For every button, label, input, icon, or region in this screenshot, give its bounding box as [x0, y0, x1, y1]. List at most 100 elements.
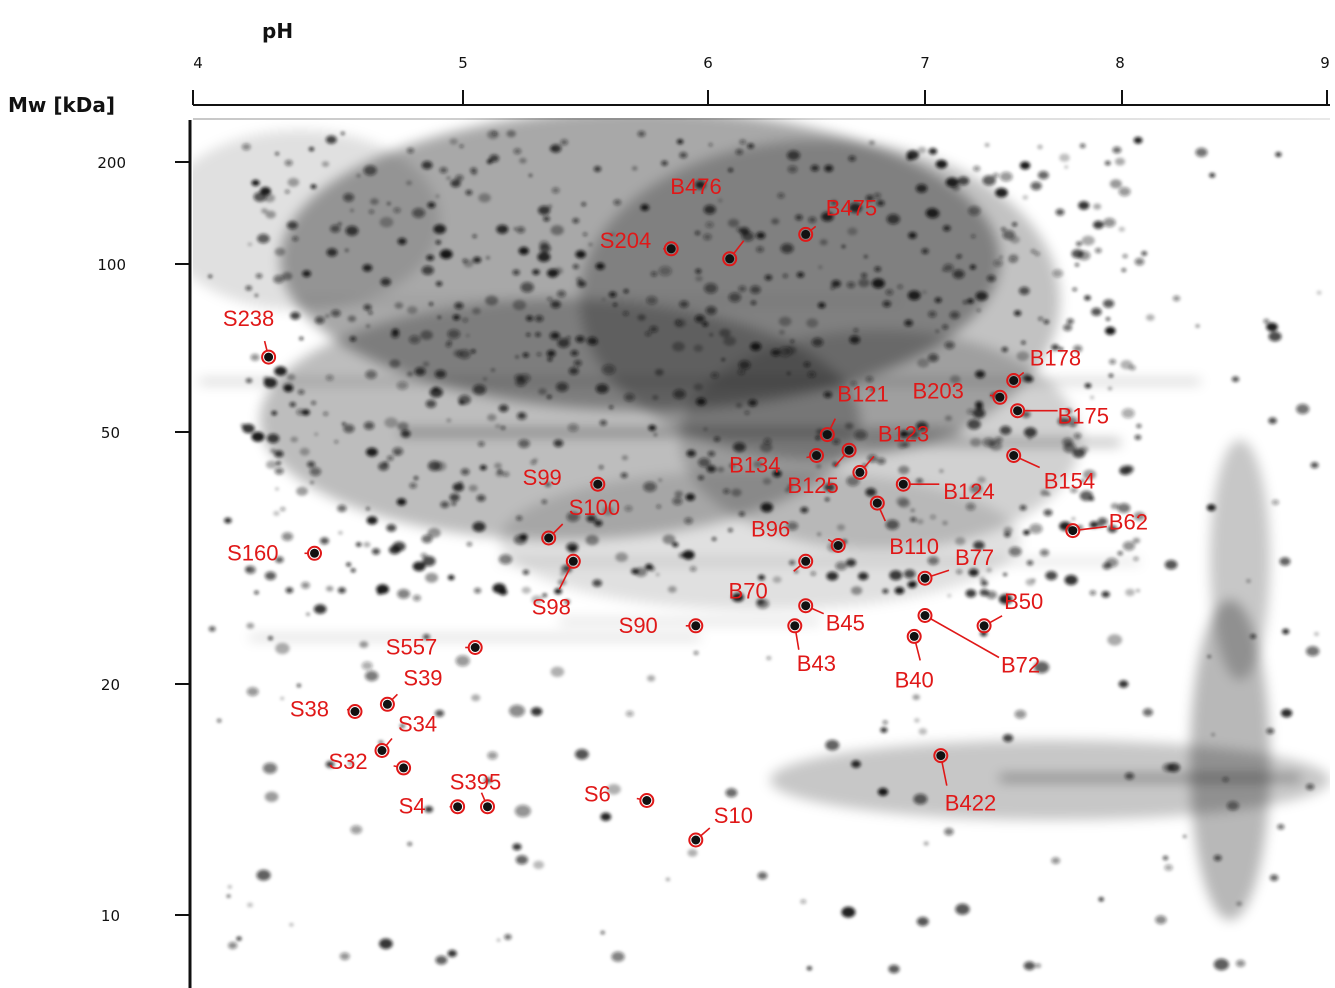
gel-spot	[917, 358, 930, 368]
spot-marker-circle[interactable]	[1006, 373, 1022, 388]
gel-spot	[397, 589, 410, 599]
gel-spot	[425, 399, 437, 408]
spot-marker-circle[interactable]	[480, 799, 495, 815]
gel-spot	[526, 333, 531, 337]
gel-spot	[873, 192, 881, 199]
gel-spot	[989, 440, 1003, 451]
gel-spot	[570, 350, 579, 357]
gel-spot	[472, 307, 481, 315]
spot-marker-circle[interactable]	[852, 464, 868, 480]
gel-spot	[281, 532, 293, 541]
gel-spot	[992, 172, 999, 178]
gel-spot	[1106, 317, 1110, 321]
spot-marker-circle[interactable]	[895, 476, 911, 492]
gel-spot	[600, 812, 612, 821]
gel-spot	[645, 331, 652, 337]
gel-spot	[227, 885, 232, 889]
gel-spot	[672, 497, 683, 506]
y-tick-label: 10	[101, 907, 120, 925]
gel-spot	[930, 514, 936, 520]
protein-spot	[979, 621, 989, 631]
spot-marker-circle[interactable]	[992, 389, 1008, 405]
spot-marker-circle[interactable]	[1006, 448, 1022, 463]
gel-spot	[735, 403, 743, 408]
gel-spot	[476, 494, 486, 502]
gel-spot	[851, 586, 863, 595]
spot-marker-circle[interactable]	[869, 495, 885, 511]
gel-spot	[889, 570, 903, 581]
spot-marker-circle[interactable]	[688, 618, 704, 634]
spot-marker-circle[interactable]	[261, 349, 277, 365]
spot-marker-circle[interactable]	[933, 748, 949, 764]
gel-spot	[851, 760, 861, 768]
gel-spot	[698, 457, 711, 468]
gel-spot	[1059, 521, 1072, 531]
gel-spot	[265, 210, 276, 219]
spot-marker-circle[interactable]	[663, 241, 679, 257]
gel-spot	[264, 791, 279, 802]
spot-marker-circle[interactable]	[722, 251, 738, 267]
spot-marker-circle[interactable]	[639, 793, 655, 808]
gel-spot	[281, 272, 293, 281]
spot-marker-circle[interactable]	[917, 570, 933, 586]
gel-spot	[609, 405, 614, 409]
spot-marker-circle[interactable]	[450, 799, 466, 815]
spot-marker-circle[interactable]	[467, 640, 483, 655]
spot-marker-circle[interactable]	[809, 448, 824, 463]
gel-spot	[307, 461, 316, 468]
spot-marker-circle[interactable]	[906, 628, 922, 644]
gel-spot	[290, 311, 301, 320]
spot-marker-circle[interactable]	[787, 618, 803, 634]
gel-spot	[366, 447, 378, 457]
protein-spot	[264, 352, 274, 362]
gel-spot	[772, 470, 782, 478]
leader-line	[1018, 371, 1025, 377]
spot-marker-circle[interactable]	[798, 598, 814, 614]
gel-spot	[472, 256, 482, 264]
gel-spot	[314, 316, 325, 325]
gel-spot	[394, 302, 404, 309]
gel-spot	[1023, 529, 1030, 536]
gel-spot	[686, 449, 696, 457]
gel-spot	[1195, 324, 1200, 328]
spot-annotation-b96: B96	[751, 517, 846, 553]
spot-marker-circle[interactable]	[917, 608, 933, 623]
gel-spot	[823, 483, 836, 492]
spot-marker-circle[interactable]	[841, 442, 857, 458]
gel-spot	[1136, 424, 1142, 428]
gel-spot	[568, 367, 579, 375]
gel-spot	[1124, 772, 1135, 780]
spot-marker-circle[interactable]	[1065, 523, 1081, 539]
spot-marker-circle[interactable]	[379, 696, 395, 712]
gel-spot	[337, 587, 346, 594]
spot-marker-circle[interactable]	[1010, 403, 1026, 419]
spot-marker-circle[interactable]	[347, 704, 363, 719]
gel-spot	[400, 430, 411, 438]
spot-marker-circle[interactable]	[541, 530, 557, 546]
gel-spot	[750, 342, 762, 351]
spot-marker-circle[interactable]	[565, 553, 581, 569]
spot-marker-circle[interactable]	[976, 618, 992, 634]
gel-spot	[662, 534, 676, 545]
protein-spot	[936, 751, 946, 761]
gel-spot	[1146, 314, 1155, 321]
spot-marker-circle[interactable]	[798, 553, 814, 569]
x-axis: 4 5 6 7 8 9	[192, 54, 1330, 106]
spot-marker-circle[interactable]	[819, 427, 835, 443]
gel-spot	[943, 263, 954, 272]
spot-marker-circle[interactable]	[396, 760, 412, 776]
spot-marker-circle[interactable]	[798, 226, 814, 242]
gel-spot	[280, 697, 284, 700]
spot-marker-circle[interactable]	[830, 538, 846, 553]
spot-marker-circle[interactable]	[688, 832, 704, 848]
gel-spot	[310, 481, 314, 484]
spot-marker-circle[interactable]	[590, 476, 606, 492]
spot-marker-circle[interactable]	[307, 545, 322, 561]
gel-spot	[421, 161, 433, 170]
spot-marker-circle[interactable]	[374, 743, 390, 758]
gel-spot	[350, 825, 363, 834]
gel-spot	[1073, 432, 1082, 439]
gel-spot	[494, 462, 502, 469]
gel-spot	[1195, 147, 1208, 157]
gel-spot	[542, 593, 547, 597]
